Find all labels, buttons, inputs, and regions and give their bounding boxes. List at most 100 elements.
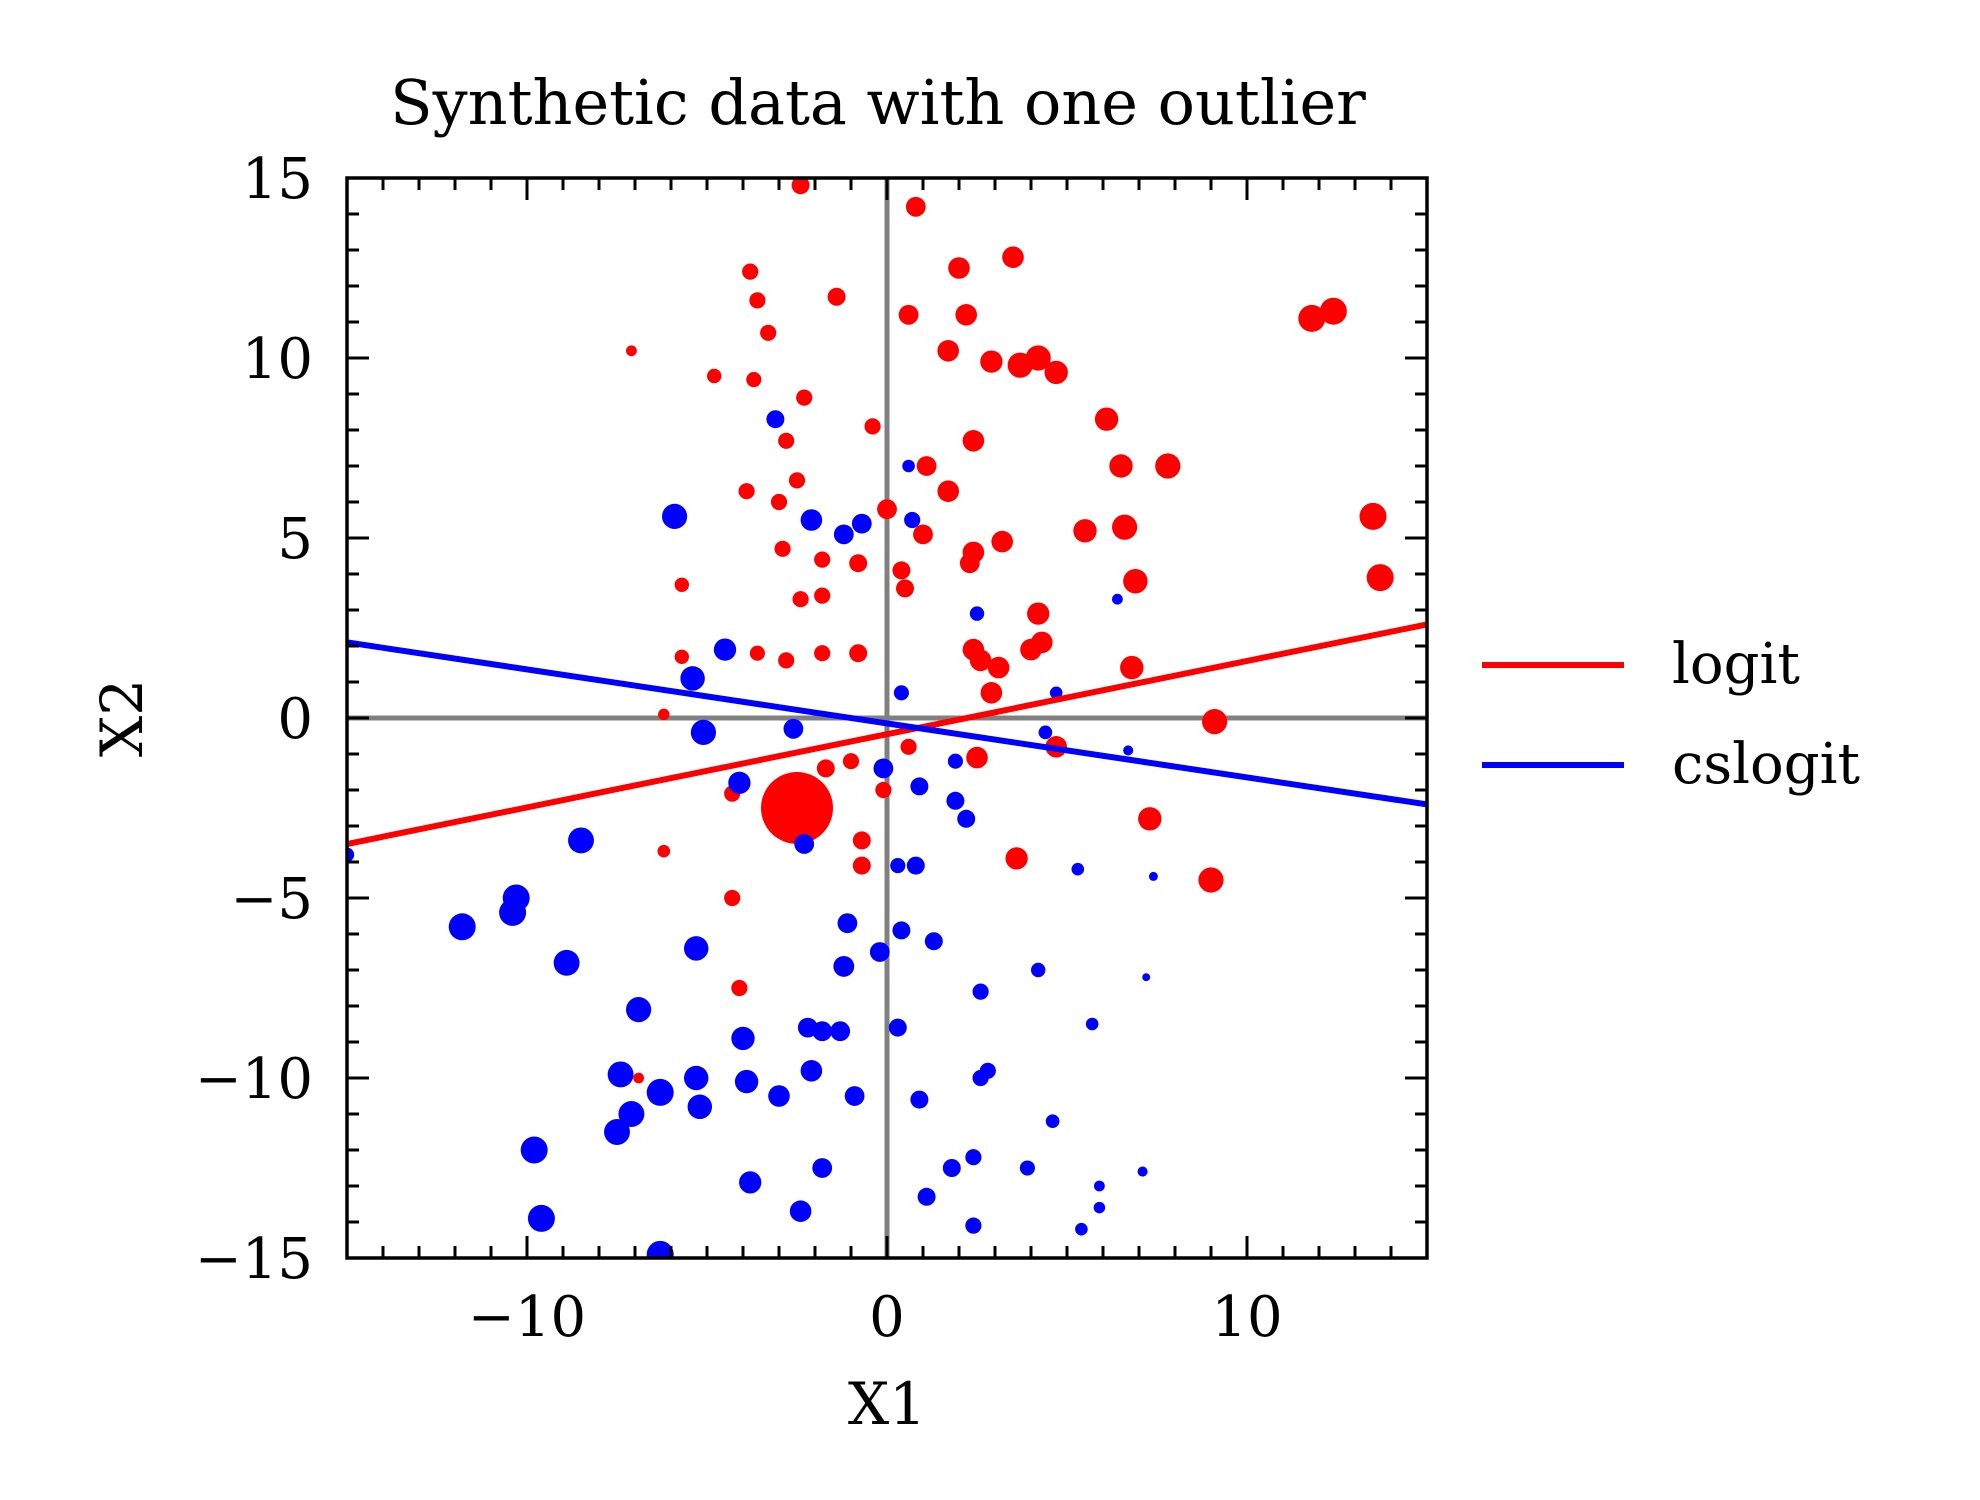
data-point <box>633 1072 644 1084</box>
data-point <box>646 1078 674 1106</box>
data-point <box>1027 602 1050 625</box>
data-point <box>1049 686 1063 700</box>
x-axis-label: X1 <box>848 1370 926 1438</box>
data-point <box>1094 407 1119 431</box>
data-point <box>962 541 985 564</box>
y-tick-label: −15 <box>195 1227 313 1292</box>
data-point <box>888 1018 907 1037</box>
legend-label: cslogit <box>1672 732 1860 797</box>
logit-line <box>347 621 1427 847</box>
data-point <box>898 304 919 325</box>
y-tick-labels: −15 −10 −5 0 5 10 15 <box>195 147 313 1292</box>
x-tick-labels: −10 0 10 <box>468 1285 1283 1350</box>
data-point <box>980 350 1003 373</box>
data-point <box>731 1026 755 1051</box>
fit-lines <box>347 621 1427 847</box>
data-point <box>962 430 985 452</box>
data-point <box>1298 304 1326 332</box>
data-point <box>1094 1180 1105 1192</box>
data-point <box>553 949 580 976</box>
data-point <box>1002 246 1024 268</box>
data-point <box>890 858 906 874</box>
data-point <box>1148 871 1158 881</box>
data-point <box>527 1204 555 1232</box>
data-point <box>833 955 855 977</box>
data-point <box>947 753 963 769</box>
data-point <box>924 932 943 951</box>
data-point <box>1112 593 1123 605</box>
data-point <box>969 649 992 672</box>
data-point <box>674 649 689 664</box>
data-point <box>1142 973 1151 982</box>
data-point <box>972 983 989 1000</box>
data-point <box>1202 709 1228 735</box>
data-point <box>814 645 831 662</box>
data-point <box>812 1158 833 1178</box>
legend-label: logit <box>1672 632 1800 697</box>
data-point <box>852 856 871 875</box>
legend: logit cslogit <box>1482 632 1860 797</box>
data-point <box>1319 297 1347 325</box>
plot-area <box>347 178 1427 1258</box>
data-point <box>979 1062 996 1079</box>
data-point <box>657 844 671 858</box>
cslogit-line <box>347 639 1427 808</box>
chart-title: Synthetic data with one outlier <box>390 66 1366 139</box>
data-point <box>1112 514 1138 540</box>
data-point <box>900 738 917 755</box>
data-point <box>1109 454 1133 478</box>
data-point <box>1038 725 1053 740</box>
data-point <box>347 847 355 862</box>
data-point <box>1123 568 1148 594</box>
data-point <box>774 540 791 557</box>
data-point <box>1138 807 1162 831</box>
data-point <box>1198 867 1224 893</box>
data-point <box>607 1061 634 1088</box>
data-point <box>873 758 894 779</box>
data-point <box>1073 519 1097 543</box>
data-point <box>687 1094 713 1120</box>
y-tick-label: 5 <box>277 507 313 572</box>
data-point <box>1044 360 1068 385</box>
y-tick-label: 15 <box>242 147 313 212</box>
data-point <box>910 1090 929 1109</box>
y-tick-label: −10 <box>195 1047 313 1112</box>
data-point <box>778 432 795 449</box>
data-point <box>851 513 872 534</box>
data-point <box>626 997 652 1023</box>
data-point <box>812 1021 833 1042</box>
data-point <box>626 345 637 357</box>
data-point <box>738 483 755 500</box>
data-point <box>728 771 751 794</box>
data-point <box>969 606 985 621</box>
data-point <box>766 410 785 429</box>
plot-frame <box>345 176 1429 1260</box>
data-point <box>662 503 688 529</box>
x-tick-label: 10 <box>1211 1285 1282 1350</box>
data-point <box>568 827 594 854</box>
data-point <box>905 196 926 217</box>
data-point <box>1005 847 1028 870</box>
data-point <box>683 1065 709 1091</box>
data-point <box>1025 345 1051 371</box>
data-point <box>761 772 833 844</box>
data-point <box>791 178 810 195</box>
data-point <box>724 889 741 907</box>
data-point <box>892 921 911 940</box>
data-point <box>875 781 892 799</box>
data-point <box>734 1069 759 1094</box>
data-point <box>646 1240 674 1258</box>
data-point <box>942 1159 961 1177</box>
data-point <box>792 591 809 608</box>
data-point <box>800 509 823 531</box>
data-point <box>869 942 890 962</box>
data-point <box>913 524 933 545</box>
scatter-points <box>347 178 1394 1258</box>
data-point <box>842 753 860 770</box>
data-point <box>1123 745 1134 756</box>
data-point <box>893 685 909 701</box>
data-point <box>760 324 777 341</box>
data-point <box>1085 1017 1099 1031</box>
data-point <box>965 1149 982 1166</box>
data-point <box>618 1101 645 1127</box>
